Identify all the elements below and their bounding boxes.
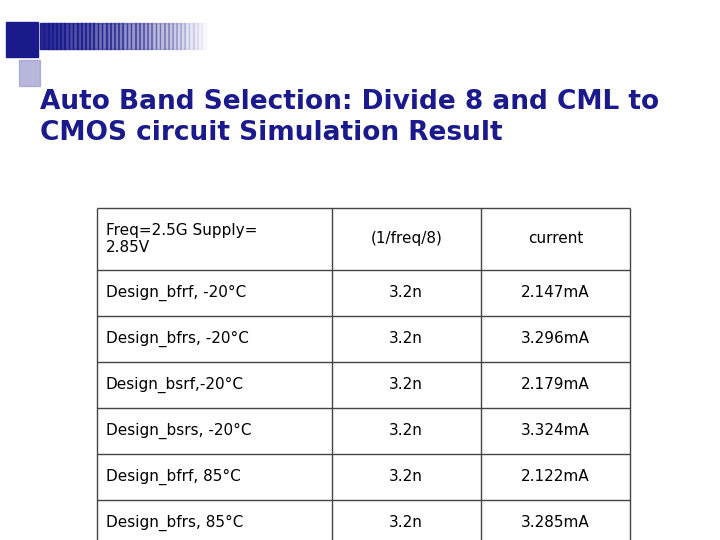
Bar — [110, 23, 115, 49]
Bar — [197, 23, 202, 49]
Bar — [184, 23, 189, 49]
Bar — [48, 23, 53, 49]
Text: (1/freq/8): (1/freq/8) — [370, 232, 442, 246]
Bar — [60, 23, 65, 49]
Bar — [106, 23, 111, 49]
Text: 2.147mA: 2.147mA — [521, 286, 590, 300]
Bar — [168, 23, 173, 49]
Bar — [193, 23, 197, 49]
Bar — [151, 23, 156, 49]
Text: Design_bfrf, 85°C: Design_bfrf, 85°C — [106, 468, 240, 485]
Bar — [19, 60, 40, 86]
Text: 3.2n: 3.2n — [390, 332, 423, 346]
Bar — [40, 23, 45, 49]
Bar — [189, 23, 194, 49]
Bar — [122, 23, 127, 49]
Text: Auto Band Selection: Divide 8 and CML to
CMOS circuit Simulation Result: Auto Band Selection: Divide 8 and CML to… — [40, 89, 659, 146]
Bar — [131, 23, 135, 49]
Text: Design_bsrs, -20°C: Design_bsrs, -20°C — [106, 422, 251, 439]
Text: Freq=2.5G Supply=
2.85V: Freq=2.5G Supply= 2.85V — [106, 222, 257, 255]
Bar — [118, 23, 123, 49]
Text: 3.2n: 3.2n — [390, 286, 423, 300]
Bar — [181, 23, 185, 49]
Bar — [143, 23, 148, 49]
Bar — [135, 23, 140, 49]
Bar — [94, 23, 98, 49]
Text: Design_bsrf,-20°C: Design_bsrf,-20°C — [106, 376, 244, 393]
Text: 3.2n: 3.2n — [390, 469, 423, 484]
Bar — [56, 23, 61, 49]
Text: 3.2n: 3.2n — [390, 423, 423, 438]
Bar — [52, 23, 57, 49]
Bar — [6, 22, 38, 57]
Text: 3.2n: 3.2n — [390, 515, 423, 530]
Bar — [139, 23, 144, 49]
Text: Design_bfrs, -20°C: Design_bfrs, -20°C — [106, 330, 248, 347]
Text: 2.179mA: 2.179mA — [521, 377, 590, 392]
Text: 2.122mA: 2.122mA — [521, 469, 590, 484]
Text: Design_bfrf, -20°C: Design_bfrf, -20°C — [106, 285, 246, 301]
Bar — [147, 23, 152, 49]
Bar — [81, 23, 86, 49]
Bar — [98, 23, 102, 49]
Bar — [102, 23, 107, 49]
Bar — [201, 23, 206, 49]
Bar — [127, 23, 132, 49]
Text: 3.2n: 3.2n — [390, 377, 423, 392]
Bar — [176, 23, 181, 49]
Text: 3.324mA: 3.324mA — [521, 423, 590, 438]
Text: 3.285mA: 3.285mA — [521, 515, 590, 530]
Bar — [77, 23, 82, 49]
Bar — [114, 23, 119, 49]
Text: current: current — [528, 232, 583, 246]
Text: Design_bfrs, 85°C: Design_bfrs, 85°C — [106, 514, 243, 531]
Bar — [163, 23, 168, 49]
Bar — [89, 23, 94, 49]
Bar — [172, 23, 177, 49]
Bar — [160, 23, 165, 49]
Bar — [65, 23, 69, 49]
Bar — [44, 23, 49, 49]
Bar — [156, 23, 161, 49]
Text: 3.296mA: 3.296mA — [521, 332, 590, 346]
Bar — [73, 23, 78, 49]
Bar — [85, 23, 90, 49]
Bar — [68, 23, 73, 49]
